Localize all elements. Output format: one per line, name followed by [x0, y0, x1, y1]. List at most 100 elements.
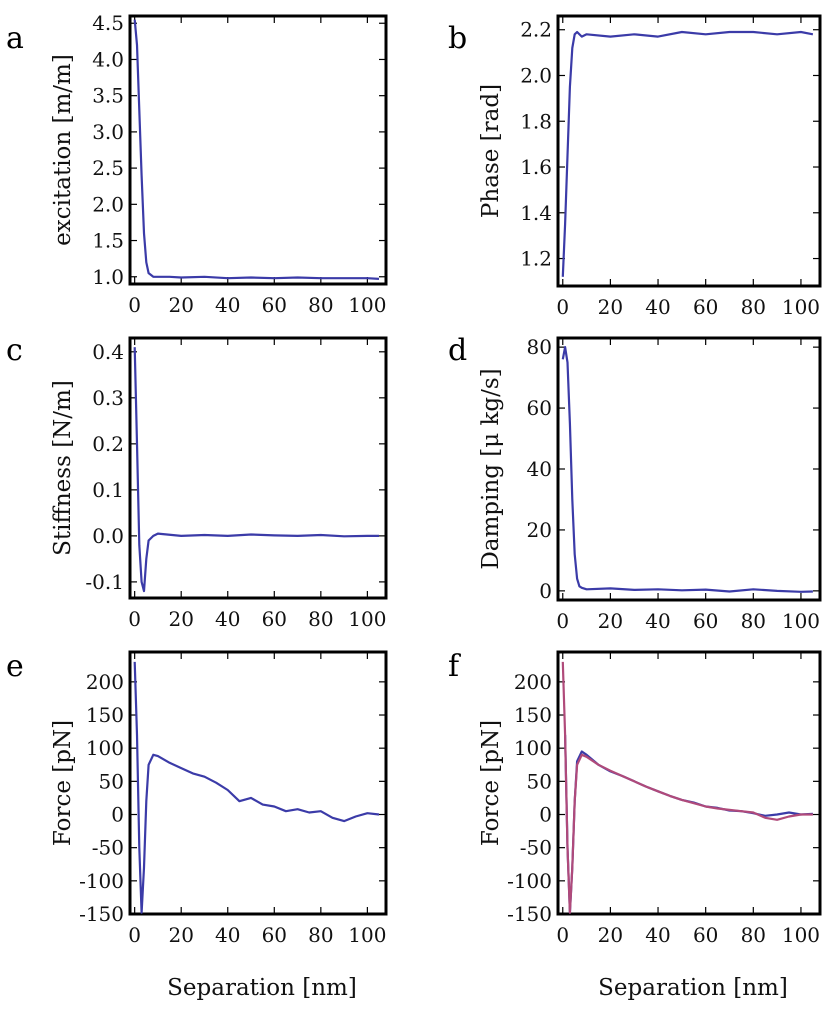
plot-frame — [128, 14, 388, 286]
y-tick-label: -50 — [520, 836, 552, 860]
y-tick-label: 1.0 — [92, 265, 124, 289]
x-tick-label: 20 — [168, 923, 193, 947]
panel-letter-c: c — [6, 333, 23, 368]
y-axis-label: Stiffness [N/m] — [50, 380, 76, 556]
x-tick-label: 100 — [348, 607, 386, 631]
y-tick-label: 4.0 — [92, 47, 124, 71]
y-tick-label: -150 — [507, 902, 552, 926]
x-tick-label: 60 — [693, 295, 718, 319]
plot-frame — [128, 650, 388, 916]
x-tick-label: 40 — [645, 295, 670, 319]
panel-letter-f: f — [448, 649, 461, 684]
x-tick-label: 80 — [308, 293, 333, 317]
panel-letter-a: a — [6, 21, 24, 56]
y-tick-label: 60 — [527, 396, 552, 420]
panel-letter-e: e — [6, 649, 24, 684]
y-axis-label: Phase [rad] — [478, 84, 504, 218]
x-axis-title-right: Separation [nm] — [598, 975, 788, 1001]
plot-frame — [556, 336, 822, 602]
y-tick-label: 0.4 — [92, 340, 124, 364]
x-tick-label: 80 — [741, 609, 766, 633]
y-tick-label: 0 — [539, 803, 552, 827]
y-tick-label: 0.0 — [92, 524, 124, 548]
x-tick-label: 100 — [348, 923, 386, 947]
x-tick-label: 80 — [308, 923, 333, 947]
y-tick-label: 1.5 — [92, 229, 124, 253]
y-tick-label: 100 — [514, 736, 552, 760]
x-tick-label: 40 — [215, 923, 240, 947]
y-tick-label: 50 — [527, 769, 552, 793]
x-tick-label: 40 — [645, 609, 670, 633]
x-tick-label: 20 — [168, 293, 193, 317]
y-tick-label: 200 — [86, 670, 124, 694]
y-axis-label: Damping [μ kg/s] — [478, 368, 504, 569]
panel-a: a 0 20 40 60 80 100 1.0 1.5 2.0 2.5 3.0 3.5 4.0 4.5 exc… — [6, 11, 388, 317]
y-tick-label: 3.0 — [92, 120, 124, 144]
y-tick-label: 2.2 — [520, 18, 552, 42]
x-tick-label: 0 — [556, 609, 569, 633]
series-line-measured — [561, 346, 813, 593]
x-tick-label: 0 — [128, 293, 141, 317]
y-tick-label: -50 — [92, 836, 124, 860]
y-tick-label: 50 — [99, 769, 124, 793]
x-tick-label: 100 — [782, 295, 820, 319]
y-tick-label: 2.0 — [92, 192, 124, 216]
y-tick-label: -100 — [79, 869, 124, 893]
y-tick-label: -0.1 — [85, 570, 124, 594]
plot-frame — [556, 14, 822, 288]
x-tick-label: 100 — [348, 293, 386, 317]
y-tick-label: 40 — [527, 457, 552, 481]
panel-d: d 0 20 40 60 80 100 0 20 40 60 80 Damping [μ kg/s] — [448, 333, 822, 633]
x-tick-label: 40 — [645, 923, 670, 947]
x-tick-label: 0 — [556, 295, 569, 319]
x-tick-label: 0 — [556, 923, 569, 947]
series-line-fit — [561, 661, 813, 914]
x-tick-label: 0 — [128, 923, 141, 947]
y-tick-label: 0.2 — [92, 432, 124, 456]
x-tick-label: 40 — [215, 607, 240, 631]
panel-letter-b: b — [448, 21, 467, 56]
y-tick-label: 3.5 — [92, 84, 124, 108]
plot-frame — [556, 650, 822, 916]
x-tick-label: 20 — [598, 295, 623, 319]
series-line-measured — [133, 19, 380, 280]
y-tick-label: 0.1 — [92, 478, 124, 502]
series-line-measured — [564, 734, 813, 914]
series-line-measured — [133, 661, 380, 914]
panel-e: e 0 20 40 60 80 100 -150 -100 -50 0 50 100 150 200 Forc… — [6, 649, 388, 947]
y-tick-label: 4.5 — [92, 11, 124, 35]
x-tick-label: 80 — [741, 295, 766, 319]
panel-c: c 0 20 40 60 80 100 -0.1 0.0 0.1 0.2 0.3 0.4 Stiffnes… — [6, 333, 388, 631]
y-axis-label: excitation [m/m] — [50, 54, 76, 246]
x-axis-title-left: Separation [nm] — [167, 975, 357, 1001]
panel-letter-d: d — [448, 333, 467, 368]
x-tick-label: 0 — [128, 607, 141, 631]
x-tick-label: 60 — [262, 607, 287, 631]
x-tick-label: 20 — [598, 923, 623, 947]
y-tick-label: 1.8 — [520, 109, 552, 133]
y-tick-label: 0 — [539, 579, 552, 603]
y-tick-label: 100 — [86, 736, 124, 760]
x-tick-label: 80 — [308, 607, 333, 631]
y-tick-label: 150 — [514, 703, 552, 727]
plot-frame — [128, 336, 388, 600]
y-tick-label: 0.3 — [92, 386, 124, 410]
x-tick-label: 60 — [693, 609, 718, 633]
x-tick-label: 60 — [693, 923, 718, 947]
x-tick-label: 20 — [598, 609, 623, 633]
y-tick-label: 150 — [86, 703, 124, 727]
y-tick-label: 0 — [111, 803, 124, 827]
x-tick-label: 40 — [215, 293, 240, 317]
y-tick-label: -100 — [507, 869, 552, 893]
y-tick-label: 20 — [527, 518, 552, 542]
y-axis-label: Force [pN] — [478, 720, 504, 846]
y-axis-label: Force [pN] — [50, 720, 76, 846]
series-line-measured — [561, 30, 814, 277]
x-tick-label: 20 — [168, 607, 193, 631]
y-tick-label: -150 — [79, 902, 124, 926]
series-line-measured — [133, 347, 379, 593]
y-tick-label: 2.5 — [92, 156, 124, 180]
y-tick-label: 1.4 — [520, 201, 552, 225]
y-tick-label: 1.6 — [520, 155, 552, 179]
